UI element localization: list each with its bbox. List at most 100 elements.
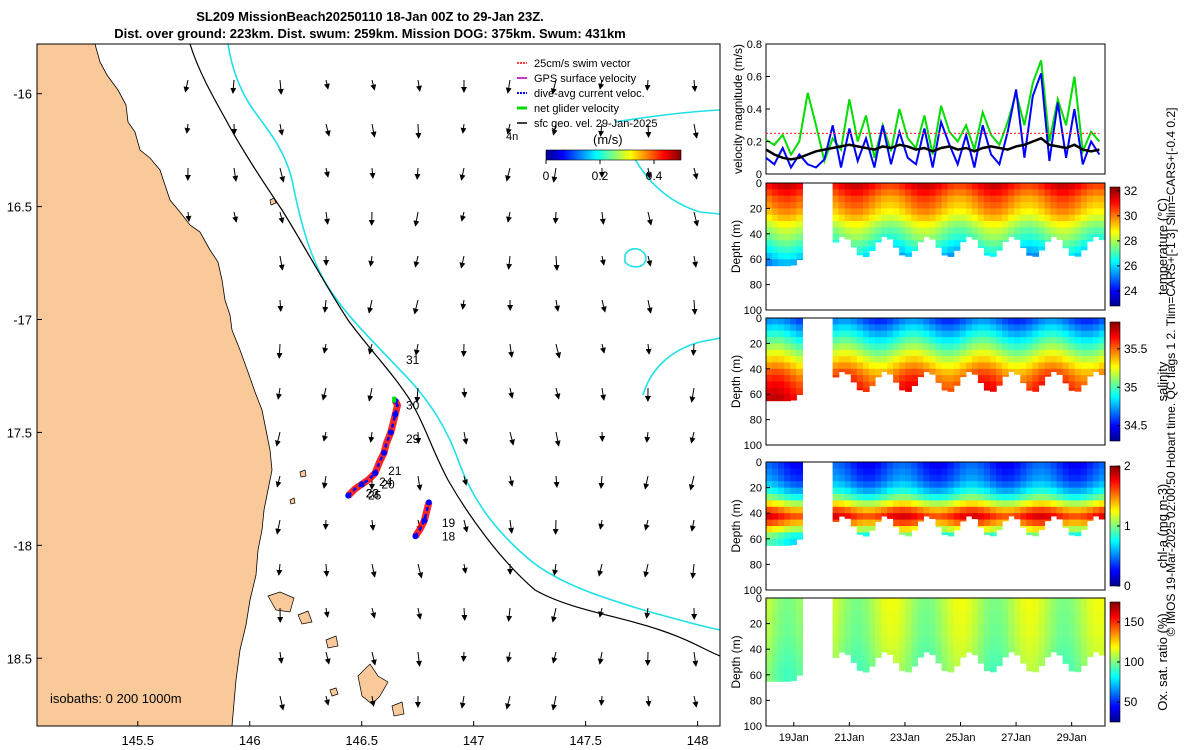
section-cell: [1062, 375, 1070, 383]
section-cell: [953, 189, 961, 197]
section-cell: [875, 474, 882, 482]
section-cell: [850, 330, 858, 338]
vector-arrow: [552, 563, 559, 576]
section-cell: [887, 189, 894, 197]
section-cell: [784, 526, 791, 533]
section-cell: [832, 623, 840, 631]
section-cell: [971, 349, 979, 357]
section-cell: [784, 519, 791, 527]
section-cell: [766, 330, 773, 338]
section-cell: [923, 368, 931, 373]
section-cell: [766, 468, 773, 476]
section-cell: [929, 487, 937, 495]
section-cell: [832, 636, 840, 644]
section-cell: [881, 324, 888, 332]
section-cell: [790, 642, 797, 650]
section-cell: [929, 202, 937, 209]
section-cell: [941, 221, 949, 228]
vector-arrow: [508, 343, 515, 358]
section-cell: [977, 617, 985, 625]
section-cell: [941, 183, 949, 190]
section-cell: [1068, 462, 1076, 469]
section-cell: [838, 500, 846, 508]
section-cell: [1098, 494, 1105, 501]
section-cell: [766, 481, 773, 489]
section-cell: [881, 649, 888, 653]
section-cell: [832, 240, 840, 243]
section-cell: [1008, 481, 1015, 489]
section-cell: [790, 598, 797, 605]
section-cell: [1032, 375, 1040, 383]
section-cell: [941, 233, 949, 241]
section-cell: [1092, 368, 1100, 372]
section-cell: [935, 526, 943, 528]
section-cell: [796, 324, 803, 332]
section-cell: [778, 636, 785, 644]
section-cell: [844, 233, 852, 240]
section-cell: [977, 481, 985, 489]
velocity-panel: 00.20.40.60.8 velocity magnitude (m/s): [731, 39, 1106, 181]
velocity-ytick-label: 0: [756, 169, 762, 181]
section-cell: [941, 662, 949, 669]
section-cell: [911, 368, 918, 376]
section-cell: [1086, 330, 1094, 338]
section-cell: [990, 208, 997, 216]
section-cell: [1002, 233, 1009, 241]
section-colorbar: [1109, 321, 1121, 442]
section-cell: [772, 195, 779, 203]
section-cell: [935, 343, 943, 351]
section-cell: [862, 662, 870, 669]
section-cell: [965, 636, 973, 644]
section-cell: [1026, 208, 1033, 216]
vector-arrow: [416, 651, 422, 667]
section-cell: [905, 221, 912, 228]
section-cell: [1050, 349, 1058, 357]
section-cell: [868, 227, 876, 235]
section-cell: [899, 500, 906, 508]
section-cell: [953, 662, 961, 667]
section-cell: [990, 610, 997, 618]
section-cell: [911, 487, 918, 495]
vector-arrow: [413, 211, 420, 227]
section-cell: [856, 642, 864, 650]
section-cell: [905, 468, 912, 476]
section-cell: [875, 202, 882, 209]
section-cell: [784, 668, 791, 676]
section-cell: [1032, 662, 1040, 669]
section-cell: [772, 362, 779, 370]
section-cell: [862, 462, 870, 469]
section-cell: [941, 189, 949, 197]
section-cell: [850, 195, 858, 203]
section-cell: [1080, 617, 1088, 625]
section-cell: [772, 240, 779, 248]
section-cell: [766, 356, 773, 363]
depth-tick-label: 20: [750, 483, 762, 495]
section-cell: [929, 481, 937, 489]
section-cell: [947, 610, 955, 618]
section-cell: [953, 208, 961, 216]
section-cell: [1002, 519, 1009, 522]
section-cell: [772, 208, 779, 216]
section-cell: [996, 462, 1003, 469]
vector-arrow: [369, 519, 376, 531]
vector-arrow: [550, 79, 557, 95]
vector-arrow: [505, 123, 512, 135]
section-cell: [868, 513, 876, 521]
section-cell: [862, 630, 870, 637]
section-cell: [844, 604, 852, 612]
section-cell: [862, 252, 870, 257]
section-cell: [850, 343, 858, 351]
section-cell: [929, 318, 937, 325]
section-cell: [832, 183, 840, 190]
section-cell: [868, 362, 876, 370]
vector-arrow: [277, 79, 284, 95]
track-north-point: [392, 411, 399, 418]
section-cell: [996, 519, 1003, 527]
vector-arrow: [415, 79, 422, 92]
time-tick-label: 27Jan: [1001, 732, 1031, 744]
section-cell: [1062, 468, 1070, 476]
day-label: 23: [366, 486, 380, 500]
vector-arrow: [598, 123, 605, 137]
